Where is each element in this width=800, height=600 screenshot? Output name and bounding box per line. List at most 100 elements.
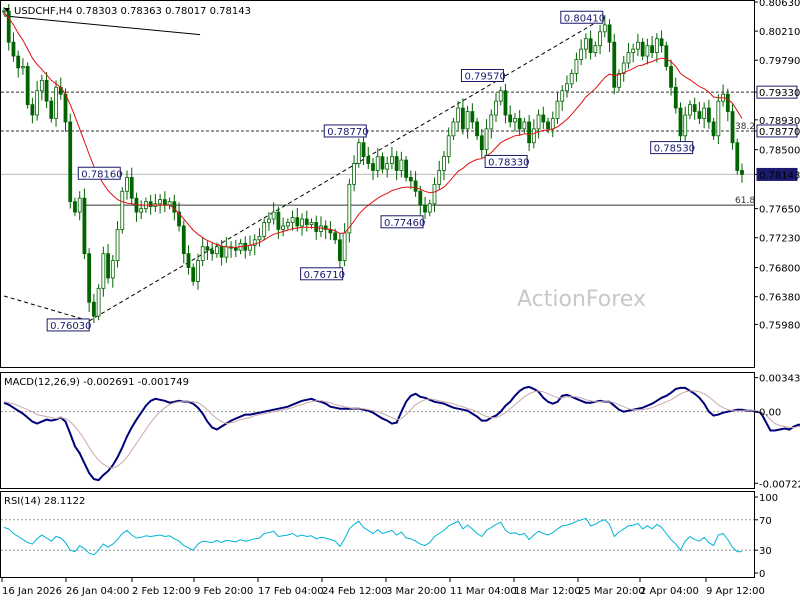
candle-body xyxy=(522,121,527,130)
price-axis-label: 0.78770 xyxy=(759,127,800,138)
candle-body xyxy=(290,217,295,223)
candle-body xyxy=(692,104,697,112)
candle-body xyxy=(617,73,621,88)
candle-body xyxy=(579,48,584,60)
candle-body xyxy=(404,159,409,178)
candle-body xyxy=(513,118,517,123)
macd-layer xyxy=(1,385,800,482)
chart-header-ohlc: 0.78303 0.78363 0.78017 0.78143 xyxy=(76,6,251,17)
candle-body xyxy=(650,45,655,54)
chart-header-symbol: USDCHF,H4 xyxy=(14,6,73,17)
candle-body xyxy=(262,222,267,237)
candle-body xyxy=(636,41,640,50)
annotation-text: 0.78530 xyxy=(654,144,695,155)
candle-body xyxy=(106,253,110,279)
annotation-text: 0.80410 xyxy=(564,13,605,24)
price-axis-label-box xyxy=(756,167,798,181)
candle-body xyxy=(607,24,612,43)
candle-body xyxy=(498,90,503,102)
price-annotation-0-80410: 0.80410 xyxy=(560,10,605,24)
candle-body xyxy=(385,163,390,170)
candle-body xyxy=(172,201,177,213)
price-annotation-0-78160: 0.78160 xyxy=(77,166,123,180)
price-axis-label: 0.76380 xyxy=(759,293,800,304)
candle-body xyxy=(304,218,309,225)
candle-body xyxy=(129,177,134,199)
candle-body xyxy=(49,100,54,119)
candle-body xyxy=(82,197,87,255)
candle-body xyxy=(68,121,73,203)
candle-body xyxy=(664,45,669,67)
candle-body xyxy=(243,242,248,251)
candle-body xyxy=(120,190,125,230)
candle-body xyxy=(602,24,607,33)
candle-body xyxy=(186,253,191,268)
channel-upper-line xyxy=(88,16,606,322)
x-axis-label: 17 Feb 04:00 xyxy=(258,586,324,597)
candle-body xyxy=(706,107,711,123)
candle-body xyxy=(423,204,427,213)
candle-body xyxy=(565,83,569,92)
annotation-text: 0.78770 xyxy=(327,127,368,138)
candle-body xyxy=(196,260,200,282)
candle-body xyxy=(380,156,385,170)
price-annotation-0-76710: 0.76710 xyxy=(300,267,345,281)
candle-body xyxy=(347,183,352,234)
annotation-text: 0.76710 xyxy=(304,270,345,281)
candle-body xyxy=(281,225,286,230)
watermark: ActionForex xyxy=(517,287,646,312)
candle-body xyxy=(484,128,489,151)
candle-body xyxy=(645,45,650,57)
price-annotation-0-76030: 0.76030 xyxy=(46,318,92,332)
candle-body xyxy=(479,135,484,151)
symbol-dropdown-icon[interactable] xyxy=(4,8,10,12)
price-annotation-0-79570: 0.79570 xyxy=(460,68,506,82)
candle-body xyxy=(200,246,205,262)
candle-body xyxy=(125,177,129,192)
price-axis-label: 0.76800 xyxy=(759,264,800,275)
candle-body xyxy=(560,90,565,102)
x-axis-label: 16 Jan 2026 xyxy=(2,586,62,597)
candle-body xyxy=(725,93,730,112)
candle-body xyxy=(252,239,257,246)
candle-body xyxy=(319,225,323,232)
candle-body xyxy=(408,177,413,182)
candle-body xyxy=(508,114,513,123)
x-axis-label: 24 Feb 12:00 xyxy=(322,586,388,597)
rsi-axis-label: 100 xyxy=(759,493,778,504)
candle-body xyxy=(181,225,186,255)
candle-body xyxy=(730,111,735,144)
candle-body xyxy=(371,163,375,171)
x-axis-label: 9 Apr 12:00 xyxy=(706,586,765,597)
candle-body xyxy=(555,100,560,119)
candle-body xyxy=(446,135,451,158)
candle-body xyxy=(390,156,394,164)
candle-body xyxy=(110,260,115,279)
price-axis-label: 0.77650 xyxy=(759,205,800,216)
price-axis-label: 0.78143 xyxy=(759,170,800,181)
candle-body xyxy=(323,225,328,230)
fib-label: 38.2 xyxy=(735,122,755,132)
price-axis-label: 0.78500 xyxy=(759,146,800,157)
candle-body xyxy=(673,86,678,109)
downtrend-line xyxy=(3,15,201,36)
candle-body xyxy=(44,79,49,102)
candle-body xyxy=(333,232,338,241)
candle-body xyxy=(2,10,6,13)
candle-body xyxy=(11,41,16,57)
candle-body xyxy=(177,211,181,227)
candle-body xyxy=(735,142,740,171)
candle-body xyxy=(456,107,461,123)
candle-body xyxy=(541,114,546,123)
macd-signal-line xyxy=(3,390,800,469)
macd-header: MACD(12,26,9) -0.002691 -0.001749 xyxy=(4,377,189,388)
rsi-axis-label: 0 xyxy=(759,569,765,580)
candle-body xyxy=(87,253,92,303)
price-axis-label: 0.77230 xyxy=(759,234,800,245)
annotation-text: 0.76030 xyxy=(50,321,91,332)
candle-body xyxy=(300,218,304,227)
x-axis-label: 26 Jan 04:00 xyxy=(66,586,129,597)
candle-body xyxy=(678,107,683,137)
candle-body xyxy=(134,197,139,213)
